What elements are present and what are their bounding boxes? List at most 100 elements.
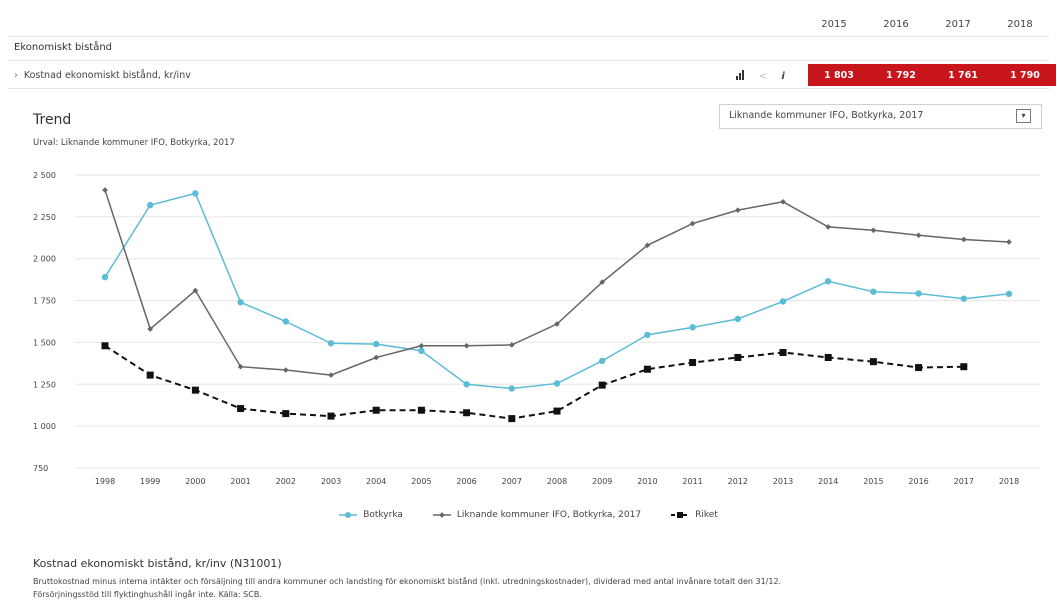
x-tick-label: 2018 [999, 477, 1019, 486]
series-line [104, 189, 1010, 376]
value-2015[interactable]: 1 803 [808, 64, 870, 86]
data-point [869, 358, 877, 366]
x-tick-label: 2001 [230, 477, 250, 486]
y-tick-label: 750 [33, 464, 48, 473]
data-point [553, 407, 561, 415]
data-point [237, 363, 244, 370]
x-tick-label: 2007 [502, 477, 522, 486]
data-point [960, 363, 968, 371]
data-point [101, 342, 109, 350]
data-point [553, 380, 561, 387]
data-point [282, 367, 289, 373]
data-point [147, 201, 154, 209]
legend-item[interactable]: Liknande kommuner IFO, Botkyrka, 2017 [432, 508, 642, 522]
data-point [372, 406, 380, 414]
data-point [644, 242, 651, 249]
select-value: Liknande kommuner IFO, Botkyrka, 2017 [729, 110, 924, 121]
description-line: Försörjningsstöd till flyktinghushåll in… [33, 590, 262, 599]
legend-label: Riket [695, 510, 718, 520]
row-tools: < i [735, 68, 785, 84]
year-2015: 2015 [821, 19, 847, 30]
data-point [644, 331, 651, 339]
data-point [734, 353, 742, 361]
description-line: Bruttokostnad minus interna intäkter och… [33, 577, 782, 586]
chevron-down-icon[interactable]: ▾ [1016, 109, 1031, 123]
comparison-group-select[interactable]: Liknande kommuner IFO, Botkyrka, 2017 ▾ [719, 104, 1042, 129]
data-point [463, 381, 470, 388]
x-tick-label: 2006 [456, 477, 476, 486]
data-point [734, 207, 741, 213]
kpi-row-label: Kostnad ekonomiskt bistånd, kr/inv [23, 70, 191, 81]
data-point [915, 290, 922, 297]
legend-swatch [432, 512, 451, 518]
data-point [779, 298, 787, 305]
data-point [870, 227, 877, 234]
data-point [101, 273, 109, 281]
data-point [192, 190, 199, 197]
data-point [643, 365, 651, 373]
value-2016[interactable]: 1 792 [870, 64, 932, 86]
x-tick-label: 1999 [140, 477, 160, 486]
data-point [779, 348, 787, 356]
divider [8, 60, 1049, 61]
data-point [417, 406, 425, 414]
data-point [373, 340, 380, 348]
data-point [192, 287, 199, 294]
value-2017[interactable]: 1 761 [932, 64, 994, 86]
data-point [824, 353, 832, 361]
x-tick-label: 2016 [908, 477, 928, 486]
data-point [147, 326, 154, 332]
data-point [508, 342, 515, 348]
bar-chart-icon[interactable] [735, 69, 745, 83]
data-point [327, 412, 335, 420]
y-tick-label: 1 500 [33, 338, 56, 347]
data-point [689, 359, 697, 367]
data-point [689, 220, 696, 227]
data-point [191, 386, 199, 394]
data-point [463, 409, 471, 417]
data-point [237, 405, 245, 413]
legend-item[interactable]: Riket [671, 508, 718, 522]
indicator-title: Kostnad ekonomiskt bistånd, kr/inv (N310… [33, 557, 282, 570]
x-tick-label: 2015 [863, 477, 883, 486]
y-tick-label: 1 750 [33, 297, 56, 306]
x-tick-label: 2009 [592, 477, 612, 486]
data-point [146, 371, 154, 379]
data-point [960, 295, 967, 302]
legend-swatch [671, 512, 690, 518]
data-point [780, 198, 786, 205]
series-line [104, 344, 964, 420]
x-tick-label: 2017 [954, 477, 974, 486]
info-icon[interactable]: i [781, 70, 785, 82]
value-2018[interactable]: 1 790 [994, 64, 1056, 86]
data-point [599, 357, 606, 365]
data-point [237, 299, 244, 306]
y-tick-label: 1 250 [33, 380, 56, 389]
data-point [734, 315, 741, 323]
data-point [825, 224, 832, 230]
data-point [463, 342, 470, 349]
x-tick-label: 2004 [366, 477, 386, 486]
data-point [508, 385, 515, 392]
legend-item[interactable]: Botkyrka [339, 508, 403, 522]
data-point [554, 321, 560, 327]
data-point [1006, 239, 1012, 245]
year-2017: 2017 [945, 19, 971, 30]
data-point [327, 340, 335, 347]
data-point [915, 232, 922, 239]
data-point [870, 288, 877, 295]
y-tick-label: 2 250 [33, 213, 56, 222]
legend-label: Liknande kommuner IFO, Botkyrka, 2017 [456, 510, 642, 520]
chart-legend: Botkyrka Liknande kommuner IFO, Botkyrka,… [0, 508, 1057, 522]
x-tick-label: 2012 [728, 477, 748, 486]
chevron-right-icon[interactable]: › [14, 70, 18, 81]
data-point [508, 415, 516, 423]
x-tick-label: 2000 [185, 477, 205, 486]
year-header: 2015 2016 2017 2018 [0, 0, 1057, 40]
data-point [960, 236, 967, 243]
divider [8, 36, 1049, 37]
share-icon[interactable]: < [759, 70, 768, 82]
kpi-row[interactable]: › Kostnad ekonomiskt bistånd, kr/inv [14, 70, 191, 81]
data-point [689, 324, 696, 331]
